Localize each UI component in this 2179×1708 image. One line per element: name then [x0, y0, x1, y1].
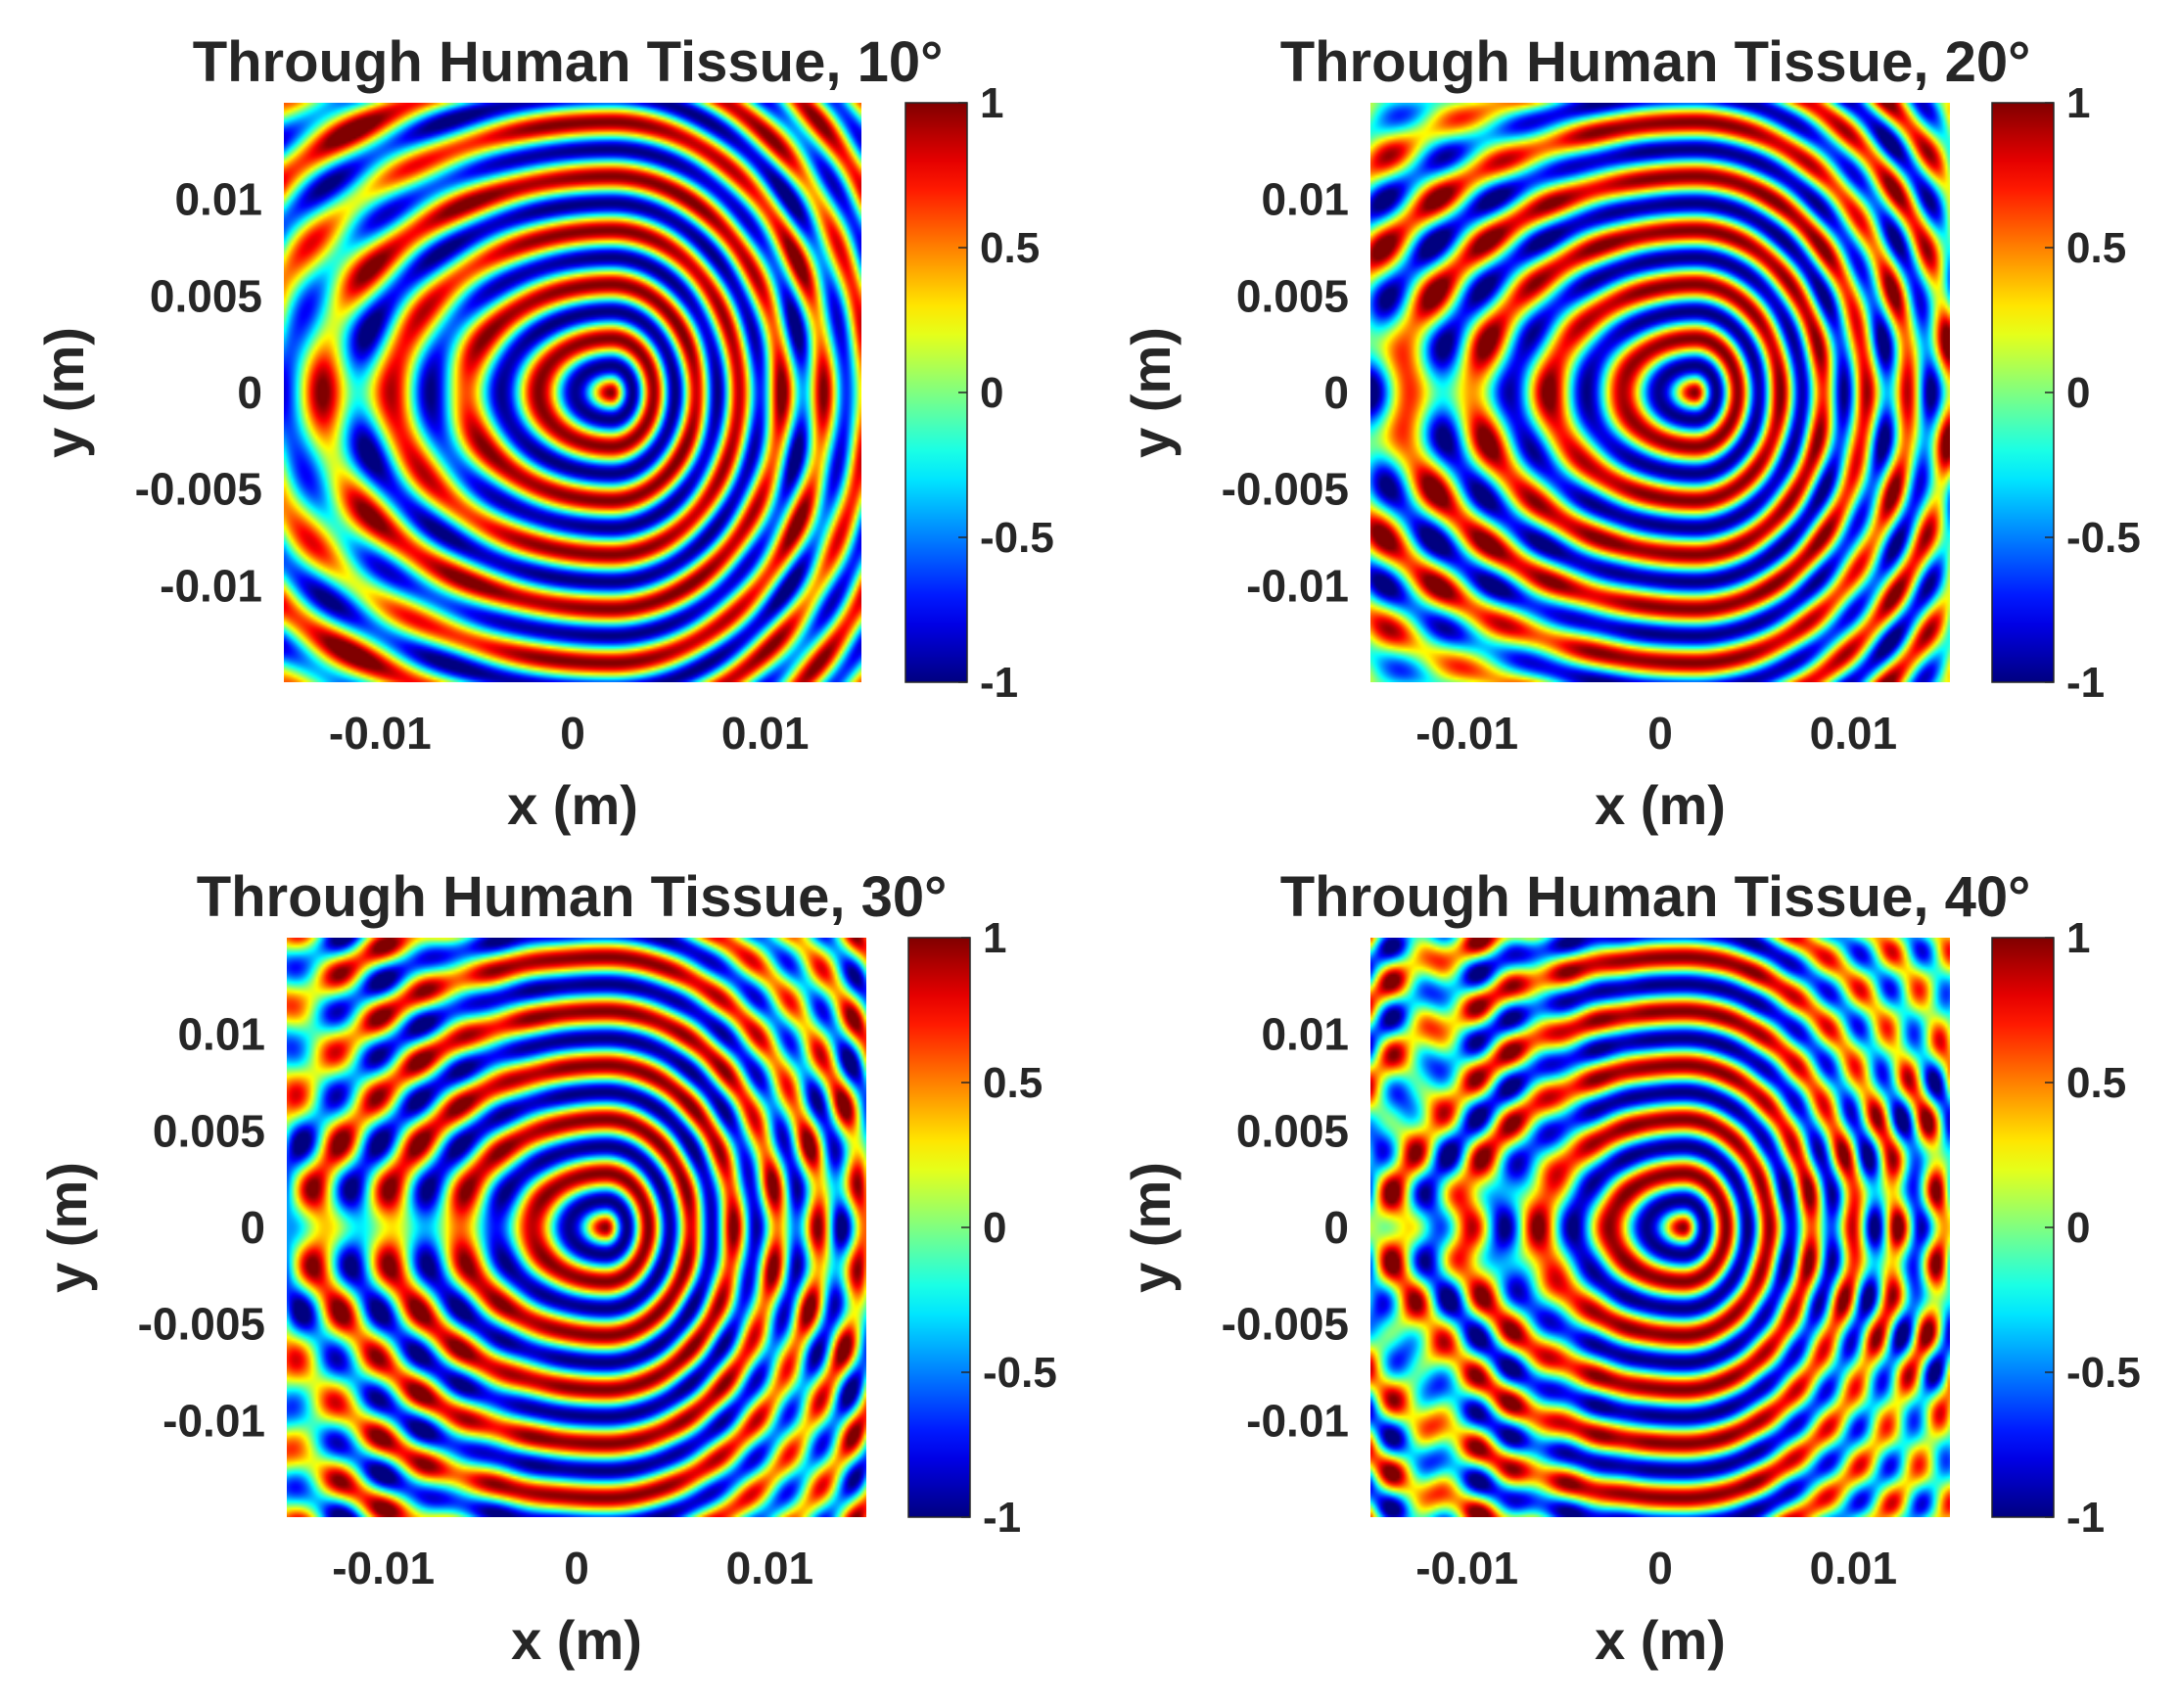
colorbar-tick-label: -1	[980, 659, 1018, 707]
y-tick-label: 0.01	[177, 1009, 265, 1060]
y-tick-label: 0.005	[1236, 270, 1349, 321]
heatmap-40deg	[1370, 938, 1950, 1517]
y-axis-label: y (m)	[1120, 327, 1182, 458]
heatmap-10deg	[284, 103, 861, 682]
x-tick-label: 0	[560, 708, 585, 759]
y-tick-label: -0.01	[162, 1395, 265, 1446]
x-tick-label: 0	[1647, 1543, 1673, 1593]
colorbar-tick-label: -0.5	[2066, 1349, 2141, 1397]
x-tick-label: 0.01	[726, 1543, 814, 1593]
chart-title: Through Human Tissue, 10°	[193, 30, 944, 94]
colorbar-30deg	[907, 937, 971, 1518]
colorbar-tick-label: 1	[2066, 914, 2090, 962]
colorbar-tick-label: 0.5	[980, 224, 1040, 272]
y-axis-label: y (m)	[1120, 1162, 1182, 1293]
x-tick-label: -0.01	[1415, 1543, 1518, 1593]
colorbar-tick-label: 1	[980, 79, 1003, 127]
y-tick-label: -0.01	[1246, 560, 1349, 611]
x-tick-label: 0.01	[721, 708, 810, 759]
colorbar-tick-label: 0	[980, 369, 1003, 417]
colorbar-tick-label: 0.5	[983, 1059, 1043, 1107]
colorbar-tick-label: 1	[983, 914, 1006, 962]
y-tick-label: 0	[1323, 367, 1349, 418]
colorbar-tick-label: 0	[983, 1204, 1006, 1252]
y-tick-label: -0.005	[138, 1299, 265, 1350]
colorbar-tick-label: -0.5	[2066, 514, 2141, 562]
heatmap-20deg	[1370, 103, 1950, 682]
y-tick-label: 0.01	[1261, 1009, 1349, 1060]
colorbar-tick-label: 0	[2066, 1204, 2090, 1252]
colorbar-tick-label: 0	[2066, 369, 2090, 417]
y-tick-label: 0.01	[1261, 174, 1349, 225]
colorbar-tick-label: 0.5	[2066, 1059, 2126, 1107]
x-axis-label: x (m)	[1595, 1609, 1726, 1671]
y-axis-label: y (m)	[36, 1162, 98, 1293]
x-tick-label: 0	[1647, 708, 1673, 759]
chart-title: Through Human Tissue, 20°	[1280, 30, 2031, 94]
chart-title: Through Human Tissue, 40°	[1280, 865, 2031, 929]
y-tick-label: 0	[237, 367, 262, 418]
colorbar-tick-label: -1	[983, 1494, 1021, 1542]
y-tick-label: -0.005	[135, 464, 262, 515]
y-tick-label: 0.005	[153, 1105, 265, 1156]
x-tick-label: 0.01	[1810, 708, 1898, 759]
colorbar-tick-label: 1	[2066, 79, 2090, 127]
colorbar-20deg	[1991, 102, 2055, 683]
chart-title: Through Human Tissue, 30°	[197, 865, 948, 929]
colorbar-tick-label: 0.5	[2066, 224, 2126, 272]
colorbar-40deg	[1991, 937, 2055, 1518]
y-tick-label: -0.005	[1222, 464, 1349, 515]
y-tick-label: 0	[240, 1202, 265, 1253]
y-tick-label: 0.005	[150, 270, 262, 321]
heatmap-30deg	[287, 938, 866, 1517]
colorbar-tick-label: -0.5	[983, 1349, 1057, 1397]
y-tick-label: -0.01	[160, 560, 262, 611]
y-tick-label: -0.01	[1246, 1395, 1349, 1446]
colorbar-tick-label: -0.5	[980, 514, 1054, 562]
y-tick-label: 0	[1323, 1202, 1349, 1253]
x-axis-label: x (m)	[507, 774, 638, 836]
x-tick-label: -0.01	[329, 708, 432, 759]
x-axis-label: x (m)	[1595, 774, 1726, 836]
colorbar-tick-label: -1	[2066, 1494, 2105, 1542]
x-tick-label: -0.01	[1415, 708, 1518, 759]
colorbar-10deg	[904, 102, 968, 683]
x-tick-label: 0.01	[1810, 1543, 1898, 1593]
x-axis-label: x (m)	[511, 1609, 642, 1671]
colorbar-tick-label: -1	[2066, 659, 2105, 707]
y-tick-label: 0.005	[1236, 1105, 1349, 1156]
y-tick-label: 0.01	[174, 174, 262, 225]
x-tick-label: 0	[564, 1543, 589, 1593]
y-axis-label: y (m)	[33, 327, 95, 458]
x-tick-label: -0.01	[332, 1543, 435, 1593]
y-tick-label: -0.005	[1222, 1299, 1349, 1350]
